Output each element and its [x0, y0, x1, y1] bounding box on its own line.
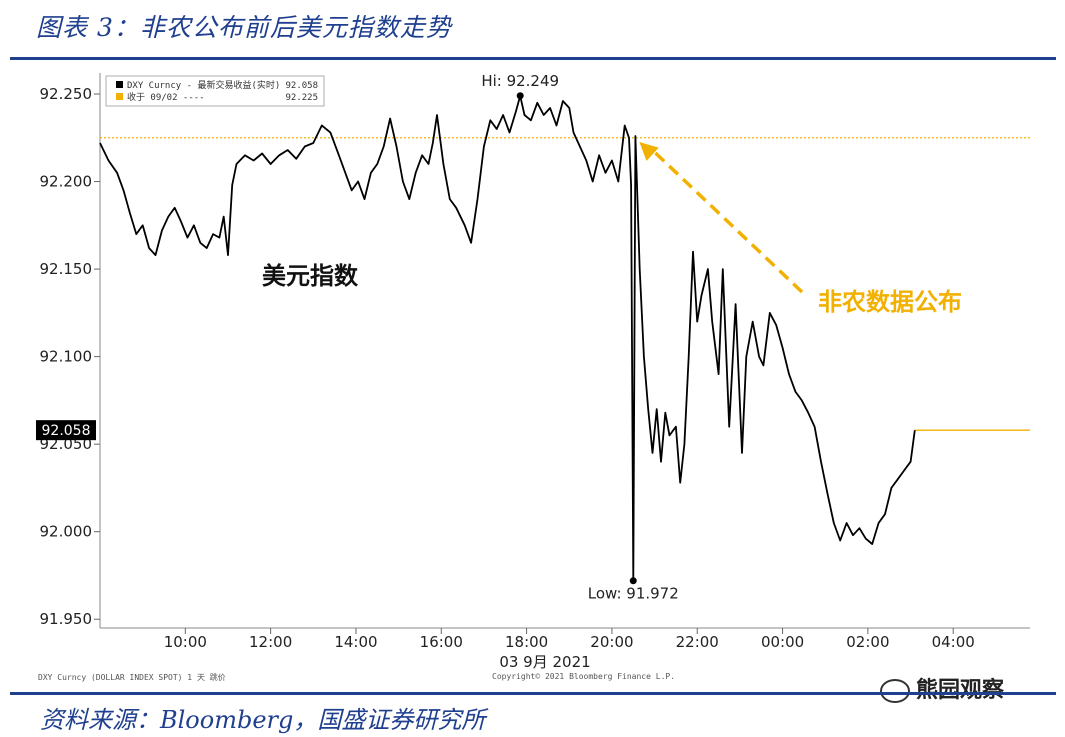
- hi-point: [516, 92, 524, 100]
- x-tick-label: 20:00: [590, 633, 633, 651]
- event-arrow: [639, 142, 804, 294]
- event-arrow-head: [639, 142, 659, 161]
- x-tick-label: 18:00: [505, 633, 548, 651]
- source-rule: [10, 692, 1056, 695]
- y-tick-label: 92.150: [40, 260, 93, 278]
- series-label: 美元指数: [262, 262, 359, 290]
- legend-swatch: [116, 81, 123, 88]
- x-tick-label: 00:00: [761, 633, 804, 651]
- x-axis-date: 03 9月 2021: [499, 653, 590, 671]
- footer-ticker: DXY Curncy (DOLLAR INDEX SPOT) 1 天 跳价: [38, 673, 226, 682]
- low-point: [629, 577, 637, 585]
- figure-title: 图表 3：非农公布前后美元指数走势: [36, 13, 452, 42]
- hi-label: Hi: 92.249: [481, 72, 559, 90]
- footer-copyright: Copyright© 2021 Bloomberg Finance L.P.: [492, 672, 676, 681]
- legend-box: [105, 75, 325, 107]
- x-tick-label: 12:00: [249, 633, 292, 651]
- legend-entry-name: DXY Curncy - 最新交易收益(实时): [127, 79, 280, 91]
- watermark: 熊园观察: [880, 672, 1004, 704]
- hi-low-markers: Hi: 92.249 Low: 91.972: [481, 72, 678, 603]
- last-price-tag-label: 92.058: [42, 423, 91, 439]
- last-price-tag: 92.058: [36, 420, 96, 441]
- legend-entry-value: 92.225: [285, 93, 318, 103]
- x-tick-label: 14:00: [334, 633, 377, 651]
- event-arrow-shaft: [652, 149, 804, 294]
- x-tick-label: 10:00: [164, 633, 207, 651]
- y-tick-label: 91.950: [40, 610, 93, 628]
- title-rule: [10, 57, 1056, 60]
- x-tick-label: 04:00: [932, 633, 975, 651]
- y-tick-label: 92.100: [40, 348, 93, 366]
- series-line-dxy: [99, 94, 916, 582]
- x-tick-label: 22:00: [676, 633, 719, 651]
- x-tick-label: 02:00: [846, 633, 889, 651]
- y-tick-label: 92.250: [40, 85, 93, 103]
- legend-entry-value: 92.058: [285, 81, 318, 91]
- wechat-icon: [880, 679, 910, 703]
- legend-entry-name: 收于 09/02 ----: [127, 91, 205, 103]
- legend-swatch: [116, 93, 123, 100]
- legend: DXY Curncy - 最新交易收益(实时) 92.058 收于 09/02 --…: [105, 75, 325, 107]
- y-tick-label: 92.200: [40, 173, 93, 191]
- event-label: 非农数据公布: [818, 288, 962, 316]
- plot-frame: [99, 73, 1030, 629]
- x-axis: 10:00 12:00 14:00 16:00 18:00 20:00 22:00 00:00…: [164, 628, 975, 651]
- x-tick-label: 16:00: [420, 633, 463, 651]
- source-note: 资料来源：Bloomberg，国盛证券研究所: [40, 706, 486, 734]
- low-label: Low: 91.972: [588, 585, 679, 603]
- y-tick-label: 92.000: [40, 523, 93, 541]
- watermark-text: 熊园观察: [916, 678, 1005, 703]
- y-axis: 92.25092.20092.15092.10092.05092.00091.9…: [40, 85, 100, 628]
- last-price-tag-box: [36, 420, 96, 441]
